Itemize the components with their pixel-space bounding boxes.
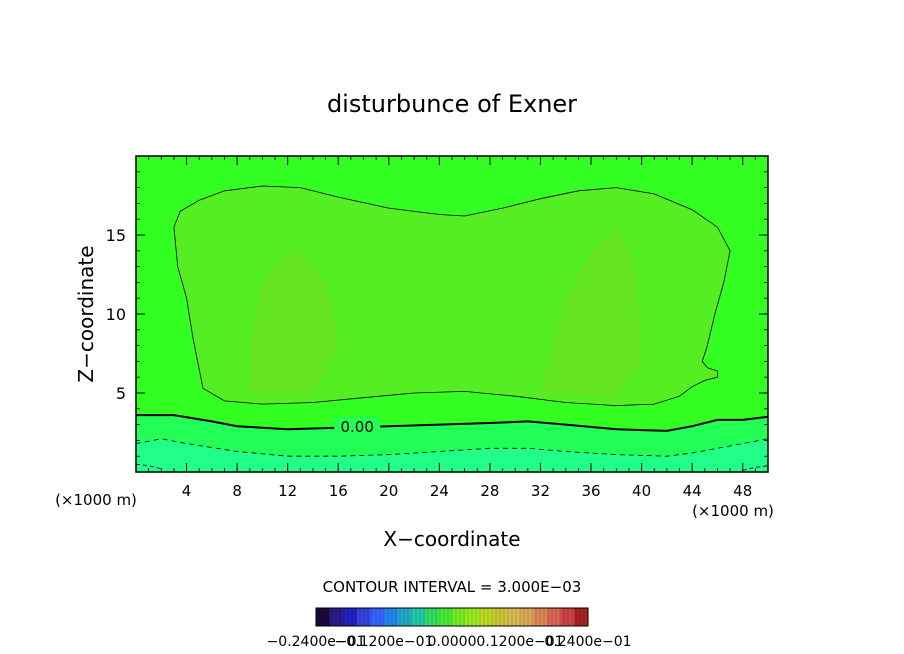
y-tick-label: 5 (116, 384, 126, 403)
colorbar-tick-labels: −0.2400e−01−0.1200e−010.0000 0.1200e−010.… (267, 634, 632, 650)
y-axis: 5 10 15 (106, 171, 768, 457)
colorbar-swatch (411, 608, 426, 626)
colorbar-swatch (479, 608, 494, 626)
y-tick-label: 15 (106, 226, 126, 245)
y-axis-label: Z−coordinate (74, 245, 98, 382)
colorbar-frame (315, 607, 589, 627)
colorbar-swatch (547, 608, 562, 626)
contour-label-background (334, 416, 381, 437)
x-tick-label: 32 (531, 482, 550, 500)
colorbar-swatch (533, 608, 548, 626)
field-band-bottom (136, 438, 768, 472)
colorbar (315, 607, 589, 627)
x-tick-label: 44 (683, 482, 702, 500)
x-tick-label: 12 (278, 482, 297, 500)
x-tick-label: 36 (581, 482, 600, 500)
contour-line-inner (173, 185, 731, 407)
x-axis: 4 8 12 16 20 24 28 32 36 40 44 48 (148, 156, 756, 500)
plot-area (136, 156, 768, 472)
contour-line-negative (136, 438, 768, 457)
colorbar-swatch (520, 608, 535, 626)
contour-interval-text: CONTOUR INTERVAL = 3.000E−03 (323, 578, 582, 596)
colorbar-swatch (397, 608, 412, 626)
x-tick-label: 48 (733, 482, 752, 500)
x-unit-left: (×1000 m) (55, 491, 137, 509)
x-tick-label: 16 (329, 482, 348, 500)
field-core-right (540, 227, 642, 397)
contour-line-corner (136, 463, 768, 471)
x-tick-label: 28 (480, 482, 499, 500)
colorbar-swatch (506, 608, 521, 626)
x-tick-label: 4 (182, 482, 192, 500)
colorbar-tick-label: −0.1200e−01 (335, 634, 434, 650)
x-axis-label: X−coordinate (383, 527, 520, 551)
field-core-left (249, 250, 339, 393)
colorbar-swatch (329, 608, 344, 626)
colorbar-swatch (465, 608, 480, 626)
colorbar-tick-label: 0.0000 (428, 634, 477, 650)
colorbar-swatch (370, 608, 385, 626)
colorbar-tick-label: 0.2400e−01 (544, 634, 631, 650)
x-tick-label: 40 (632, 482, 651, 500)
contour-line-zero (136, 414, 768, 432)
colorbar-tick-label: 0.1200e−01 (476, 634, 563, 650)
colorbar-swatch (574, 608, 589, 626)
colorbar-swatch (452, 608, 467, 626)
y-tick-label: 10 (106, 305, 126, 324)
colorbar-swatch (343, 608, 358, 626)
x-tick-label: 24 (430, 482, 449, 500)
contour-label: 0.00 (340, 418, 373, 436)
chart-title: disturbunce of Exner (327, 90, 577, 118)
colorbar-swatch (384, 608, 399, 626)
colorbar-swatch (438, 608, 453, 626)
colorbar-tick-label: −0.2400e−01 (267, 634, 366, 650)
x-tick-label: 20 (379, 482, 398, 500)
x-unit-right: (×1000 m) (692, 502, 774, 520)
colorbar-swatch (316, 608, 331, 626)
x-tick-label: 8 (232, 482, 242, 500)
